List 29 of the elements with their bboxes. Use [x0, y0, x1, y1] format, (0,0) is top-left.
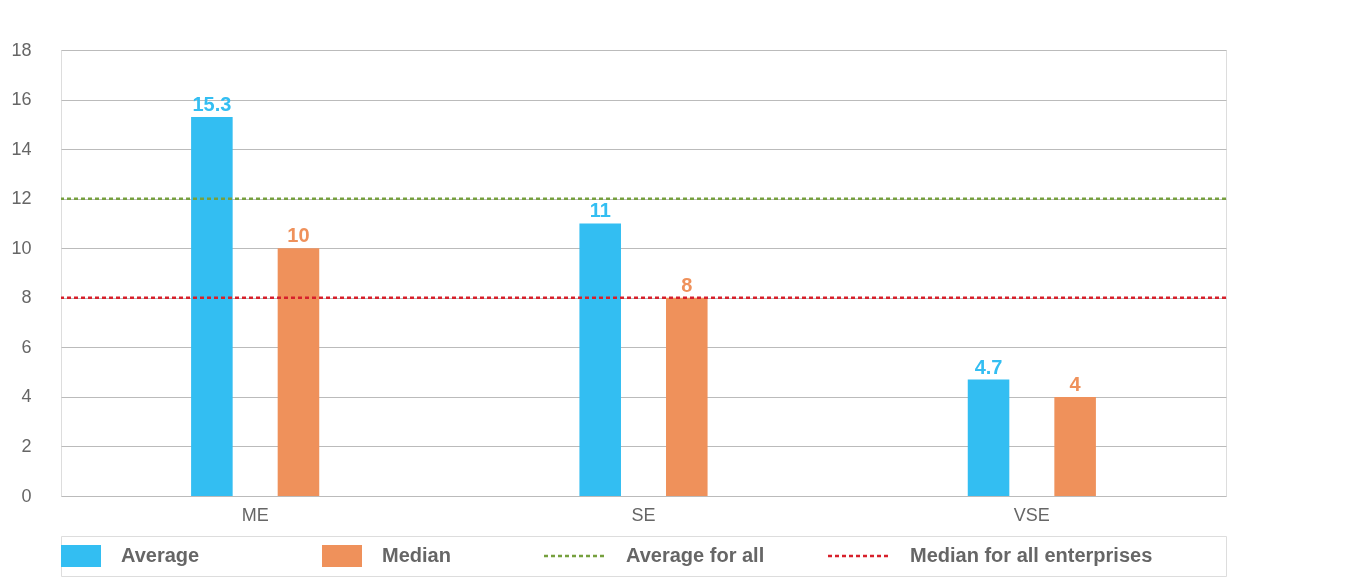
y-tick-label: 14	[11, 138, 32, 159]
y-tick-label: 10	[11, 237, 32, 258]
bar	[579, 223, 621, 496]
y-tick-label: 12	[11, 188, 32, 209]
data-label: 11	[589, 199, 611, 222]
y-tick-label: 4	[21, 386, 32, 407]
bar	[1054, 396, 1096, 496]
bar	[277, 248, 320, 496]
x-tick-label: VSE	[1013, 504, 1050, 525]
y-tick-label: 2	[21, 435, 32, 456]
data-label: 10	[287, 224, 310, 247]
x-tick-label: ME	[241, 504, 269, 525]
data-label: 15.3	[192, 92, 232, 115]
bar	[666, 297, 708, 496]
y-tick-label: 18	[11, 39, 32, 60]
data-label: 4	[1069, 372, 1082, 395]
y-tick-label: 6	[21, 336, 32, 357]
bar	[191, 116, 233, 496]
y-tick-label: 16	[11, 89, 32, 110]
legend-label: Average	[121, 544, 200, 566]
legend-label: Median for all enterprises	[910, 544, 1153, 566]
data-label: 4.7	[974, 355, 1003, 378]
data-label: 8	[681, 273, 693, 296]
legend-label: Average for all	[626, 544, 765, 566]
legend-label: Median	[382, 544, 451, 566]
y-tick-label: 8	[21, 287, 32, 308]
y-tick-label: 0	[21, 485, 32, 506]
bar	[967, 379, 1010, 496]
x-tick-label: SE	[631, 504, 656, 525]
